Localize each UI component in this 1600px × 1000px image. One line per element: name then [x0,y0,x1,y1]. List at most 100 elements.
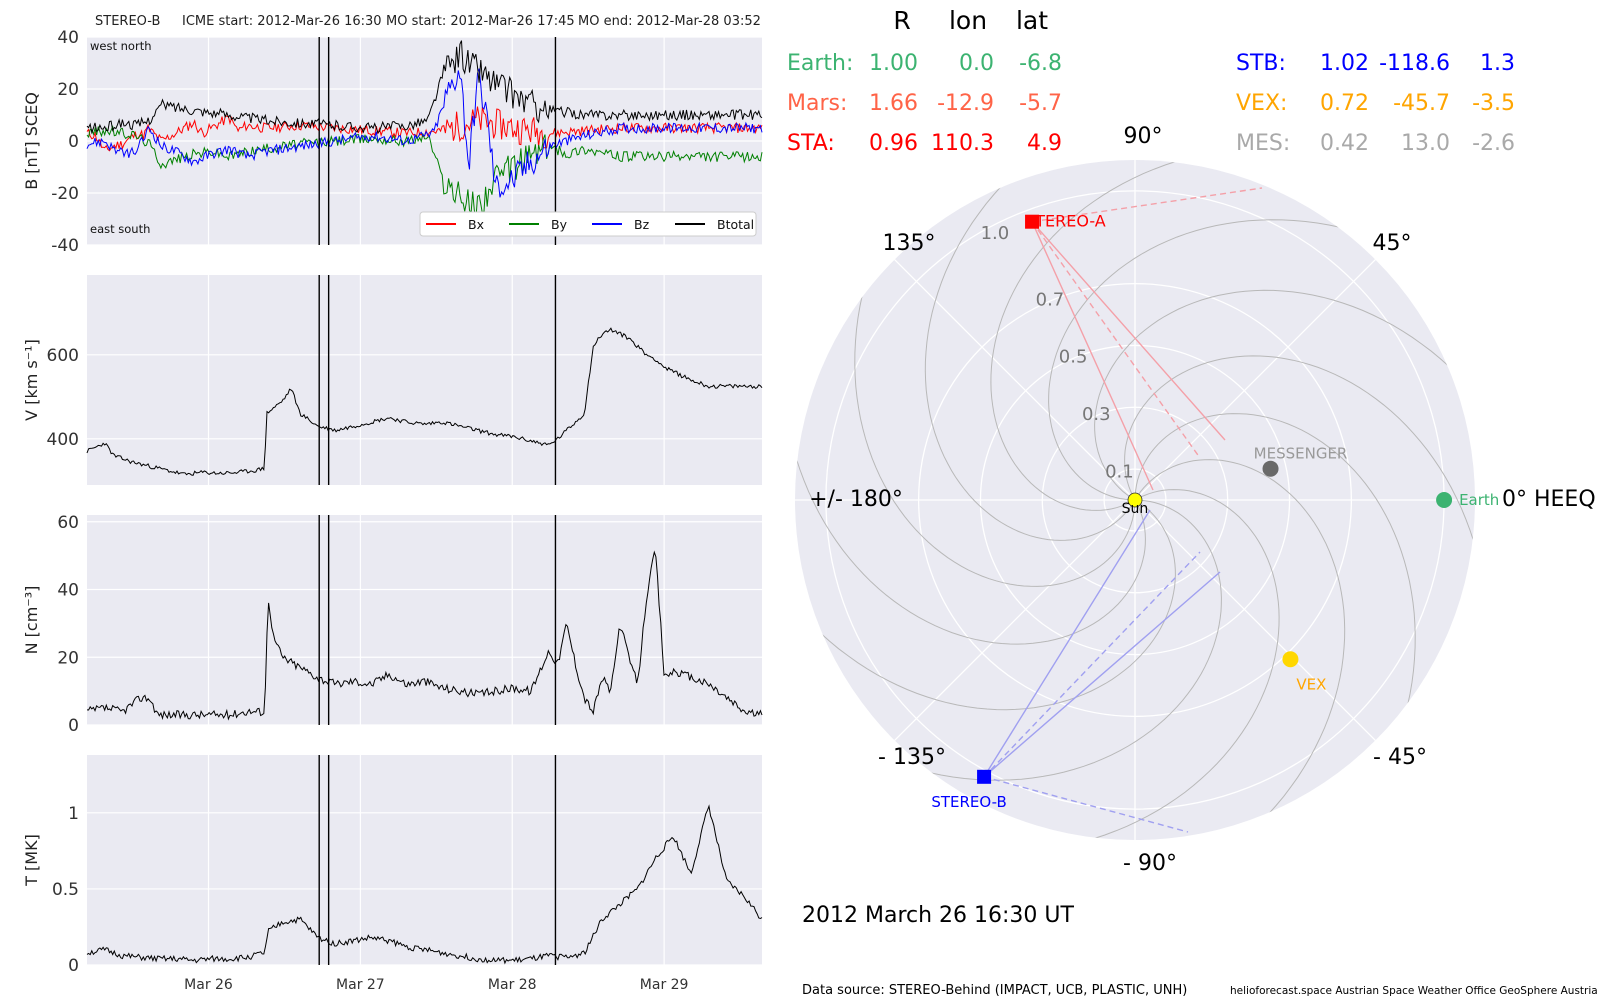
table-left-r: 0.96 [869,131,918,156]
stb-view-line [983,551,1201,778]
table-right-r: 0.72 [1320,91,1369,116]
b-ytick-label: 0 [68,132,79,152]
table-left-lat: 4.9 [1027,131,1062,156]
temperature-panel: 0 0.5 1 T [MK] Mar 26 Mar 27 Mar 28 Mar 29 [22,755,763,993]
b-legend: Bx By Bz Btotal [419,211,757,237]
sta-view-line [1031,221,1201,459]
parker-spiral-line [854,160,1136,587]
n-panel-bg [87,515,762,725]
messenger-marker [1262,460,1279,477]
b-corner-bottom-label: east south [90,222,150,236]
angle-label: 45° [1373,231,1412,256]
stb-view-line [983,571,1221,778]
table-left-lat: -6.8 [1019,51,1062,76]
table-left-name: Mars: [787,91,847,116]
n-ylabel: N [cm⁻³] [22,586,41,655]
sta-view-line [1031,187,1263,223]
polar-grid-spoke [894,499,1136,741]
vex-label: VEX [1296,675,1326,693]
table-left-lon: -12.9 [937,91,994,116]
polar-grid-spoke [1134,259,1376,501]
table-left-r: 1.66 [869,91,918,116]
v-ylabel: V [km s⁻¹] [22,339,41,421]
n-ytick-label: 20 [57,648,79,668]
parker-spiral-line [1134,413,1416,840]
b-series-by [86,125,763,220]
sun-marker [1127,492,1143,508]
t-ytick-label: 0.5 [52,880,79,900]
t-ytick-label: 1 [68,804,79,824]
stereo-b-label: STEREO-B [931,793,1006,811]
radial-tick-label: 0.3 [1082,404,1111,425]
sta-view-line [1031,221,1154,491]
table-right-name: MES: [1236,131,1290,156]
t-xtick-label: Mar 27 [336,977,385,993]
header-icme-start: ICME start: 2012-Mar-26 16:30 [182,14,382,29]
b-ylabel: B [nT] SCEQ [22,92,41,190]
table-header-lat: lat [1016,6,1048,35]
parker-spiral-line [1134,459,1346,840]
header-mo-end: MO end: 2012-Mar-28 03:52 [578,14,761,29]
t-series-t [86,804,763,965]
parker-spiral-line [795,302,1146,645]
header-mo-start: MO start: 2012-Mar-26 17:45 [386,14,575,29]
magnetic-field-panel: -40 -20 0 20 40 B [nT] SCEQ west north east sou… [22,28,763,256]
t-panel-bg [87,755,762,965]
stb-view-line [983,509,1151,778]
v-ytick-label: 400 [47,430,79,450]
table-header-r: R [893,6,910,35]
v-panel-bg [87,275,762,485]
density-panel: 0 20 40 60 N [cm⁻³] [22,513,763,736]
table-right-lon: -45.7 [1393,91,1450,116]
radial-tick-label: 0.7 [1036,289,1065,310]
b-legend-label-by: By [551,217,568,232]
polar-grid-spoke [894,259,1136,501]
b-series-bz [86,68,763,198]
parker-spiral-line [795,499,1222,781]
table-left-name: Earth: [787,51,853,76]
b-legend-label-btotal: Btotal [717,217,754,232]
b-ytick-label: 20 [57,80,79,100]
table-right-lat: -3.5 [1472,91,1515,116]
angle-label: 90° [1124,124,1163,149]
parker-spiral-line [924,160,1136,541]
angle-label: 135° [883,231,936,256]
radial-tick-label: 0.1 [1105,461,1134,482]
table-left-lon: 0.0 [959,51,994,76]
table-left-name: STA: [787,131,835,156]
parker-spiral-line [795,499,1176,711]
timestamp: 2012 March 26 16:30 UT [802,903,1075,928]
angle-label: - 90° [1123,851,1177,876]
b-legend-label-bx: Bx [468,217,484,232]
stereo-b-marker [977,769,992,784]
stereo-a-marker [1025,214,1040,229]
n-series-n [86,550,763,721]
polar-position-plot: 0.1 0.3 0.5 0.7 1.0 0° HEEQ 45° 90° 135° +/- 180°… [795,124,1596,876]
table-left-lon: 110.3 [931,131,994,156]
table-right-lon: 13.0 [1401,131,1450,156]
table-right-lat: -2.6 [1472,131,1515,156]
radial-tick-label: 1.0 [981,223,1010,244]
table-right-r: 0.42 [1320,131,1369,156]
b-legend-label-bz: Bz [634,217,650,232]
parker-spiral-line [1094,289,1475,501]
table-right-r: 1.02 [1320,51,1369,76]
table-left-lat: -5.7 [1019,91,1062,116]
b-ytick-label: 40 [57,28,79,48]
parker-spiral-line [1124,355,1475,698]
credits: helioforecast.space Austrian Space Weath… [1230,985,1598,997]
earth-label: Earth [1459,491,1499,509]
n-ytick-label: 0 [68,716,79,736]
b-series-btotal [86,40,763,135]
parker-spiral-line [937,489,1280,840]
b-legend-box [419,211,757,237]
parker-spiral-line [990,160,1333,511]
sun-label: Sun [1122,501,1149,517]
speed-panel: 400 600 V [km s⁻¹] [22,275,763,485]
vex-marker [1282,651,1299,668]
angle-label: +/- 180° [809,487,903,512]
angle-label: - 135° [878,745,946,770]
angle-label: 0° HEEQ [1502,487,1596,512]
header-spacecraft: STEREO-B [95,14,160,29]
